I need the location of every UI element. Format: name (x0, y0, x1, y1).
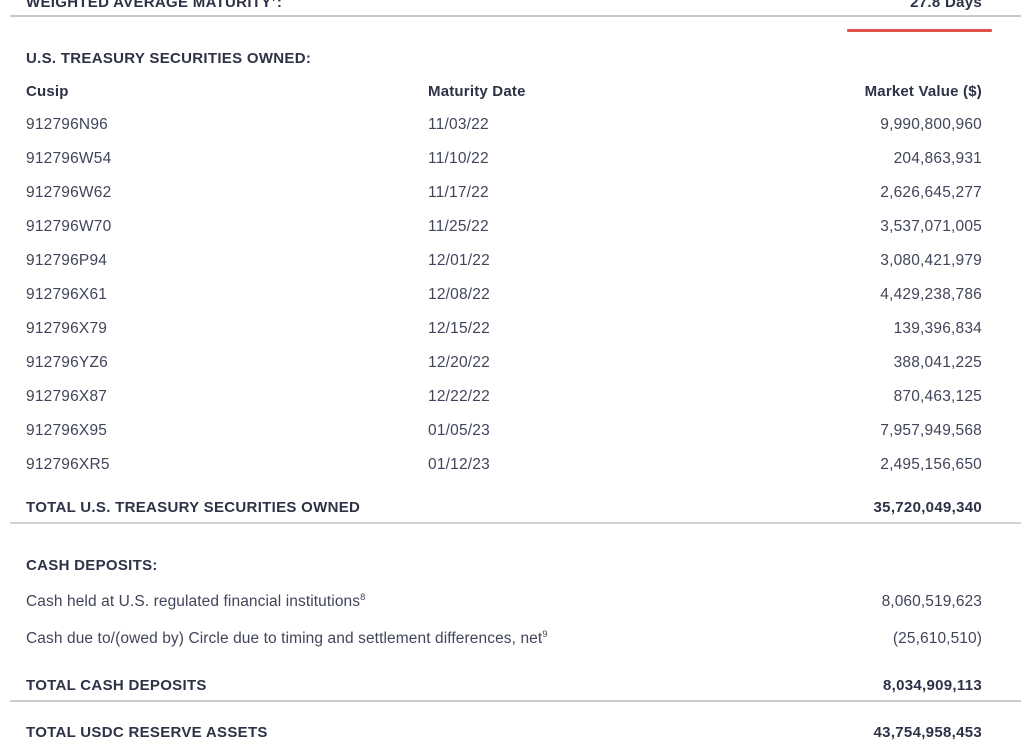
cash-row-value: 8,060,519,623 (881, 593, 982, 610)
wam-footnote-marker: 7 (272, 0, 277, 3)
column-header-maturity-date: Maturity Date (428, 83, 526, 100)
cell-cusip: 912796X95 (26, 422, 108, 439)
wam-value: 27.8 Days (910, 0, 982, 11)
grand-total-label: TOTAL USDC RESERVE ASSETS (26, 724, 268, 741)
cell-cusip: 912796X79 (26, 320, 108, 337)
cell-market-value: 4,429,238,786 (880, 286, 982, 303)
cell-maturity-date: 11/17/22 (428, 184, 489, 201)
column-header-market-value: Market Value ($) (864, 83, 982, 100)
cell-maturity-date: 12/15/22 (428, 320, 490, 337)
cash-row-circle-timing: Cash due to/(owed by) Circle due to timi… (10, 628, 1021, 647)
cell-maturity-date: 12/08/22 (428, 286, 490, 303)
cash-row-institutions: Cash held at U.S. regulated financial in… (10, 591, 1021, 610)
table-row: 912796XR5 01/12/23 2,495,156,650 (26, 448, 982, 482)
cell-maturity-date: 12/22/22 (428, 388, 490, 405)
cash-total-label: TOTAL CASH DEPOSITS (26, 677, 207, 694)
cell-cusip: 912796N96 (26, 116, 108, 133)
footnote-marker-9: 9 (542, 628, 548, 639)
cash-section-heading: CASH DEPOSITS: (26, 557, 158, 574)
treasury-section-heading: U.S. TREASURY SECURITIES OWNED: (26, 50, 312, 67)
table-row: 912796X95 01/05/23 7,957,949,568 (26, 414, 982, 448)
cell-market-value: 7,957,949,568 (880, 422, 982, 439)
cell-maturity-date: 11/03/22 (428, 116, 489, 133)
table-row: 912796X87 12/22/22 870,463,125 (26, 380, 982, 414)
cash-row-value: (25,610,510) (892, 630, 982, 647)
table-row: 912796YZ6 12/20/22 388,041,225 (26, 346, 982, 380)
table-row: 912796W54 11/10/22 204,863,931 (26, 142, 982, 176)
cell-market-value: 3,080,421,979 (880, 252, 982, 269)
cell-cusip: 912796YZ6 (26, 354, 108, 371)
table-row: 912796N96 11/03/22 9,990,800,960 (26, 108, 982, 142)
cash-row-label: Cash held at U.S. regulated financial in… (26, 591, 366, 610)
weighted-average-maturity-row: WEIGHTED AVERAGE MATURITY7: 27.8 Days (10, 0, 1021, 17)
table-row: 912796X79 12/15/22 139,396,834 (26, 312, 982, 346)
cell-market-value: 139,396,834 (893, 320, 982, 337)
cell-cusip: 912796X61 (26, 286, 108, 303)
cell-cusip: 912796W62 (26, 184, 112, 201)
cell-cusip: 912796P94 (26, 252, 108, 269)
cell-maturity-date: 01/12/23 (428, 456, 490, 473)
treasury-table-header: Cusip Maturity Date Market Value ($) (10, 84, 1021, 100)
cell-market-value: 2,626,645,277 (880, 184, 982, 201)
cell-cusip: 912796XR5 (26, 456, 110, 473)
cell-market-value: 3,537,071,005 (880, 218, 982, 235)
cell-maturity-date: 12/01/22 (428, 252, 490, 269)
treasury-total-label: TOTAL U.S. TREASURY SECURITIES OWNED (26, 499, 361, 516)
table-row: 912796X61 12/08/22 4,429,238,786 (26, 278, 982, 312)
cell-cusip: 912796W70 (26, 218, 112, 235)
cash-total-row: TOTAL CASH DEPOSITS 8,034,909,113 (10, 678, 1021, 702)
cash-total-value: 8,034,909,113 (883, 677, 982, 694)
table-row: 912796W62 11/17/22 2,626,645,277 (26, 176, 982, 210)
cell-maturity-date: 01/05/23 (428, 422, 490, 439)
cash-row-label: Cash due to/(owed by) Circle due to timi… (26, 628, 548, 647)
grand-total-value: 43,754,958,453 (873, 724, 982, 741)
cell-cusip: 912796W54 (26, 150, 112, 167)
treasury-table-body: 912796N96 11/03/22 9,990,800,960 912796W… (10, 108, 1021, 482)
cell-market-value: 9,990,800,960 (880, 116, 982, 133)
accent-underline (847, 29, 992, 32)
cell-market-value: 2,495,156,650 (880, 456, 982, 473)
column-header-cusip: Cusip (26, 83, 69, 100)
table-row: 912796P94 12/01/22 3,080,421,979 (26, 244, 982, 278)
grand-total-row: TOTAL USDC RESERVE ASSETS 43,754,958,453 (10, 725, 1021, 746)
treasury-total-row: TOTAL U.S. TREASURY SECURITIES OWNED 35,… (10, 500, 1021, 524)
cell-cusip: 912796X87 (26, 388, 108, 405)
treasury-total-value: 35,720,049,340 (873, 499, 982, 516)
cell-maturity-date: 11/10/22 (428, 150, 489, 167)
cell-maturity-date: 11/25/22 (428, 218, 489, 235)
cell-market-value: 870,463,125 (893, 388, 982, 405)
cell-market-value: 388,041,225 (893, 354, 982, 371)
wam-label: WEIGHTED AVERAGE MATURITY7: (26, 0, 282, 12)
footnote-marker-8: 8 (360, 591, 366, 602)
cell-market-value: 204,863,931 (893, 150, 982, 167)
table-row: 912796W70 11/25/22 3,537,071,005 (26, 210, 982, 244)
cell-maturity-date: 12/20/22 (428, 354, 490, 371)
